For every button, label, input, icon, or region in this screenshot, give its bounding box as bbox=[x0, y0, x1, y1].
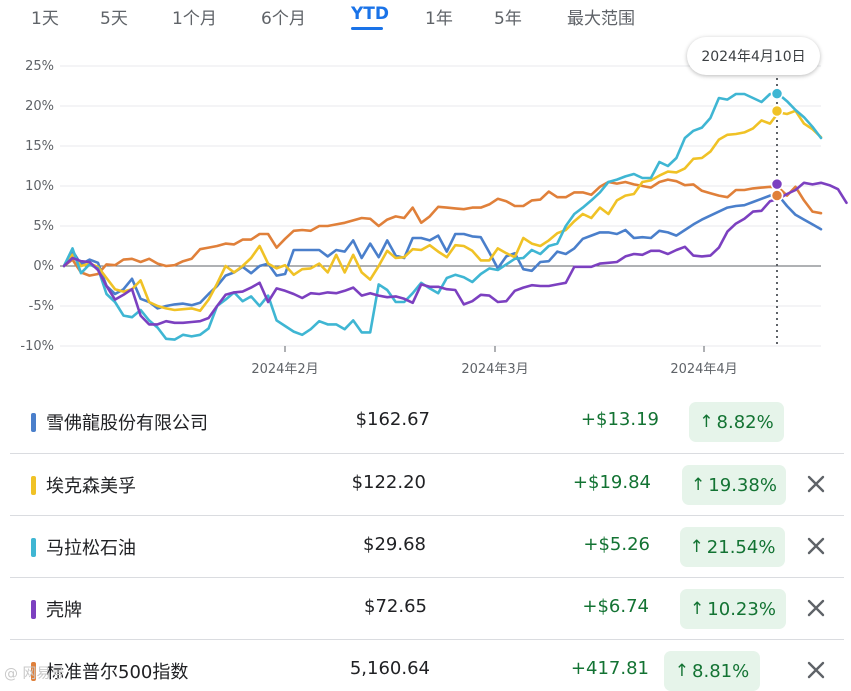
series-marker bbox=[770, 189, 784, 202]
tab-1m[interactable]: 1个月 bbox=[172, 9, 217, 29]
tab-max[interactable]: 最大范围 bbox=[567, 9, 635, 29]
tab-1y[interactable]: 1年 bbox=[425, 9, 453, 29]
tab-ytd[interactable]: YTD bbox=[351, 4, 390, 24]
y-tick-label: 25% bbox=[25, 59, 54, 74]
percent-change-badge: ↑ 19.38% bbox=[682, 465, 786, 505]
series-line bbox=[62, 109, 823, 313]
percent-change-badge: ↑ 8.81% bbox=[664, 651, 760, 691]
tab-5y[interactable]: 5年 bbox=[494, 9, 522, 29]
arrow-up-icon: ↑ bbox=[690, 599, 705, 619]
remove-icon[interactable] bbox=[801, 655, 831, 685]
security-change: +$19.84 bbox=[572, 472, 651, 493]
series-marker bbox=[770, 87, 784, 100]
percent-change-badge: ↑ 8.82% bbox=[689, 402, 784, 442]
percent-change-value: 19.38% bbox=[708, 474, 777, 496]
security-name: 标准普尔500指数 bbox=[46, 662, 189, 683]
y-tick-label: 15% bbox=[25, 139, 54, 154]
percent-change-value: 10.23% bbox=[707, 598, 776, 620]
series-marker bbox=[770, 177, 784, 191]
y-tick-label: -10% bbox=[20, 339, 54, 354]
security-change: +417.81 bbox=[570, 658, 649, 679]
watermark: @ 网易号 bbox=[4, 666, 65, 682]
x-tick-label: 2024年3月 bbox=[461, 362, 528, 377]
y-tick-label: 0% bbox=[33, 259, 54, 274]
list-item[interactable]: 雪佛龍股份有限公司 $162.67 +$13.19 ↑ 8.82% bbox=[10, 391, 844, 451]
series-marker bbox=[770, 104, 784, 118]
remove-icon[interactable] bbox=[801, 593, 831, 623]
comparison-chart[interactable]: 25%20%15%10%5%0%-5%-10% 2024年2月 2024年3月 20… bbox=[0, 36, 851, 384]
remove-icon[interactable] bbox=[801, 469, 831, 499]
x-tick-label: 2024年4月 bbox=[670, 362, 737, 377]
series-swatch bbox=[31, 600, 36, 619]
list-item[interactable]: 标准普尔500指数 5,160.64 +417.81 ↑ 8.81% bbox=[10, 639, 844, 691]
arrow-up-icon: ↑ bbox=[689, 537, 704, 557]
y-tick-label: 5% bbox=[33, 219, 54, 234]
security-price: $29.68 bbox=[363, 534, 426, 555]
series-line bbox=[62, 181, 848, 326]
percent-change-badge: ↑ 21.54% bbox=[680, 527, 785, 567]
series-markers bbox=[770, 87, 784, 202]
y-tick-label: 10% bbox=[25, 179, 54, 194]
security-price: $162.67 bbox=[355, 409, 430, 430]
arrow-up-icon: ↑ bbox=[674, 661, 690, 681]
security-change: +$13.19 bbox=[580, 409, 659, 430]
series-lines bbox=[62, 92, 848, 341]
y-axis-ticks: 25% 20% 15% 10% 5% 0% -5% -10% bbox=[20, 59, 54, 354]
arrow-up-icon: ↑ bbox=[699, 412, 714, 432]
y-tick-label: 20% bbox=[25, 99, 54, 114]
percent-change-value: 8.81% bbox=[692, 660, 750, 682]
security-name: 埃克森美孚 bbox=[46, 476, 136, 497]
security-price: $72.65 bbox=[364, 596, 427, 617]
series-swatch bbox=[31, 662, 36, 681]
tab-5d[interactable]: 5天 bbox=[100, 9, 128, 29]
gridlines bbox=[60, 54, 821, 347]
remove-icon[interactable] bbox=[801, 531, 831, 561]
percent-change-badge: ↑ 10.23% bbox=[680, 589, 786, 629]
security-name: 雪佛龍股份有限公司 bbox=[46, 413, 208, 434]
percent-change-value: 21.54% bbox=[706, 536, 776, 558]
series-swatch bbox=[31, 413, 36, 432]
date-tooltip: 2024年4月10日 bbox=[687, 37, 820, 75]
security-change: +$6.74 bbox=[582, 596, 649, 617]
security-price: 5,160.64 bbox=[349, 658, 430, 679]
security-change: +$5.26 bbox=[583, 534, 650, 555]
active-tab-underline bbox=[351, 27, 383, 30]
x-axis-ticks: 2024年2月 2024年3月 2024年4月 bbox=[251, 346, 738, 377]
security-name: 壳牌 bbox=[46, 600, 82, 621]
range-tabs: 1天 5天 1个月 6个月 YTD 1年 5年 最大范围 bbox=[0, 0, 851, 34]
list-item[interactable]: 埃克森美孚 $122.20 +$19.84 ↑ 19.38% bbox=[10, 453, 844, 514]
series-swatch bbox=[31, 476, 36, 495]
series-line bbox=[62, 178, 823, 277]
series-line bbox=[62, 194, 823, 310]
arrow-up-icon: ↑ bbox=[691, 475, 706, 495]
tab-1d[interactable]: 1天 bbox=[31, 9, 59, 29]
security-name: 马拉松石油 bbox=[46, 538, 136, 559]
tab-6m[interactable]: 6个月 bbox=[261, 9, 306, 29]
security-price: $122.20 bbox=[351, 472, 426, 493]
percent-change-value: 8.82% bbox=[716, 411, 774, 433]
list-item[interactable]: 壳牌 $72.65 +$6.74 ↑ 10.23% bbox=[10, 577, 844, 638]
x-tick-label: 2024年2月 bbox=[251, 362, 318, 377]
y-tick-label: -5% bbox=[29, 299, 54, 314]
list-item[interactable]: 马拉松石油 $29.68 +$5.26 ↑ 21.54% bbox=[10, 515, 844, 576]
series-line bbox=[62, 92, 823, 341]
series-swatch bbox=[31, 538, 36, 557]
